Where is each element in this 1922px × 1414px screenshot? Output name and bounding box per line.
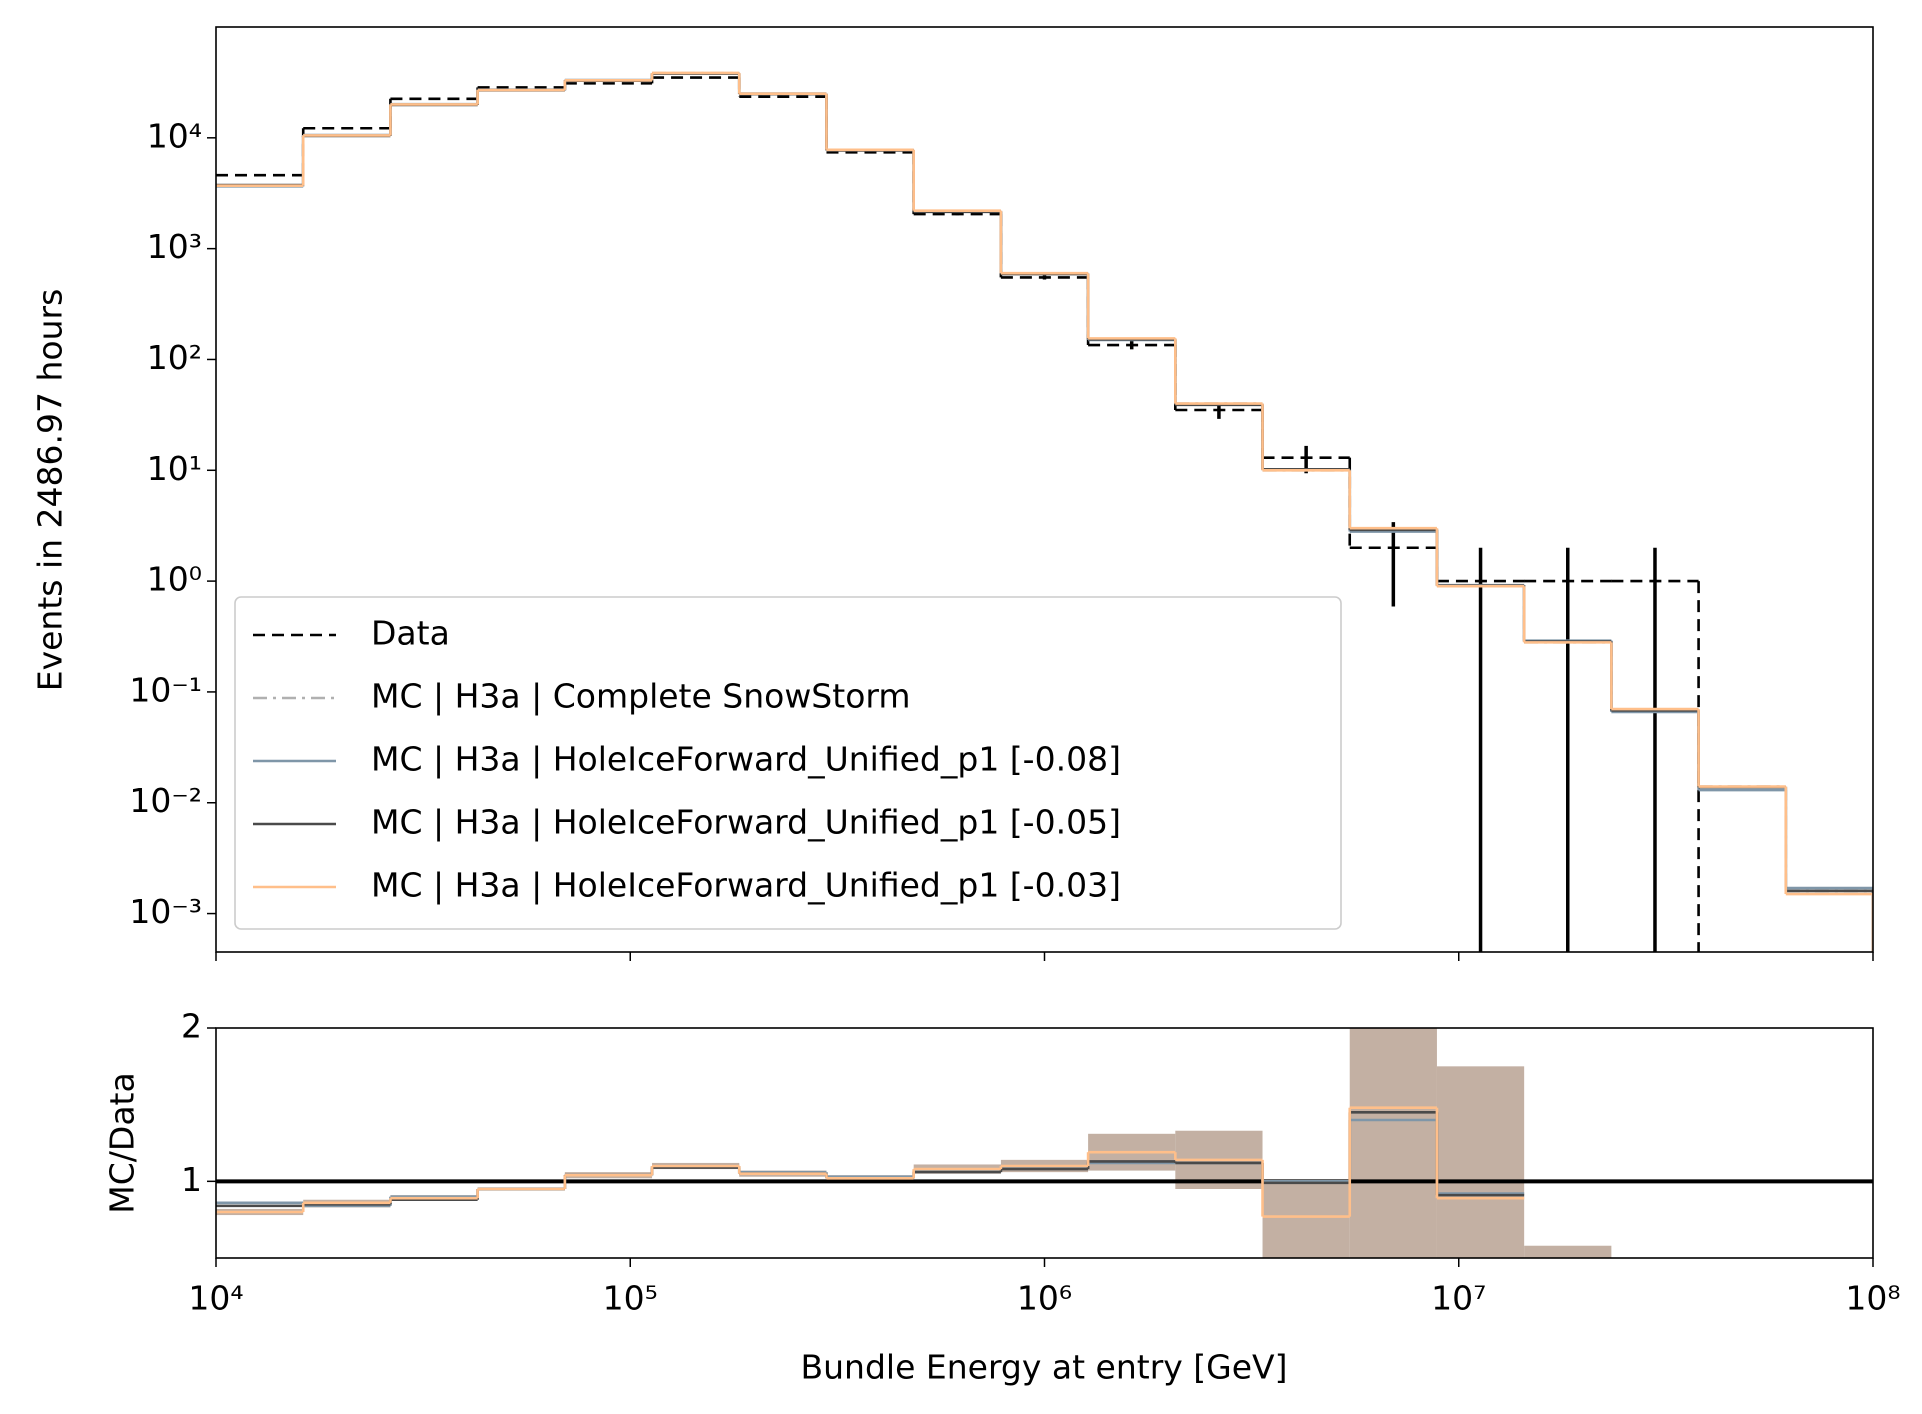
y-tick-label: 10⁻¹ <box>129 670 202 709</box>
y-tick-label: 10³ <box>147 227 202 266</box>
x-tick-label: 10⁶ <box>1017 1279 1072 1318</box>
y-axis-label: MC/Data <box>103 1072 142 1213</box>
y-axis-label: Events in 2486.97 hours <box>31 289 70 692</box>
legend-box <box>234 596 1342 930</box>
y-tick-label: 10⁴ <box>147 116 202 155</box>
y-tick-label: 2 <box>181 1007 202 1046</box>
plot-frame <box>215 26 1874 953</box>
uncertainty-band <box>1524 1245 1612 1258</box>
uncertainty-band <box>1262 1181 1350 1258</box>
plot-area <box>216 1028 1873 1258</box>
x-tick-label: 10⁷ <box>1431 1279 1486 1318</box>
uncertainty-band <box>1436 1066 1525 1258</box>
plot-frame <box>215 1027 1874 1259</box>
y-tick-label: 1 <box>181 1160 202 1199</box>
x-tick-label: 10⁸ <box>1845 1279 1900 1318</box>
x-axis-label: Bundle Energy at entry [GeV] <box>801 1348 1288 1387</box>
plot-area <box>216 71 1873 952</box>
legend-label: MC | H3a | HoleIceForward_Unified_p1 [-0… <box>371 803 1121 842</box>
legend-label: MC | H3a | HoleIceForward_Unified_p1 [-0… <box>371 740 1121 779</box>
x-tick-label: 10⁴ <box>188 1279 243 1318</box>
legend-label: MC | H3a | HoleIceForward_Unified_p1 [-0… <box>371 866 1121 905</box>
legend-label: Data <box>371 614 450 653</box>
y-tick-label: 10⁰ <box>147 560 202 599</box>
y-tick-label: 10⁻³ <box>129 892 202 931</box>
y-tick-label: 10² <box>147 338 202 377</box>
y-tick-label: 10¹ <box>147 449 202 488</box>
x-tick-label: 10⁵ <box>603 1279 658 1318</box>
legend-label: MC | H3a | Complete SnowStorm <box>371 677 911 716</box>
y-tick-label: 10⁻² <box>129 781 202 820</box>
uncertainty-band <box>1349 1028 1437 1258</box>
